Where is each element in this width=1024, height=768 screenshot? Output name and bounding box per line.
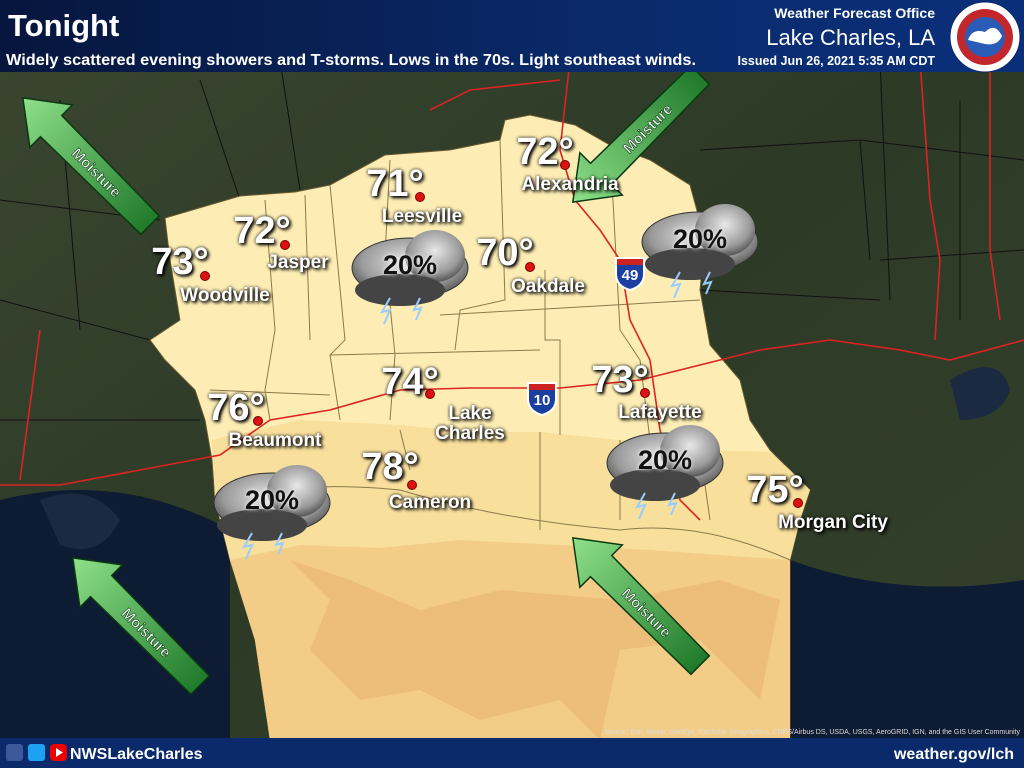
social-handle: NWSLakeCharles (70, 746, 203, 763)
storm-icon (351, 230, 469, 325)
city-temperature: 72° (516, 131, 574, 173)
lightning (241, 532, 285, 560)
header-band (0, 0, 1024, 72)
storm-icon (641, 204, 759, 299)
arrow-shape (71, 556, 211, 696)
city-dot (253, 416, 263, 426)
city-temperature: 73° (591, 359, 649, 401)
shield-top (529, 384, 555, 390)
dark-cloud (355, 274, 445, 306)
cloud (405, 230, 465, 282)
cloud (695, 204, 755, 256)
city-name: Leesville (381, 206, 463, 227)
lightning (634, 492, 678, 520)
city-dot (560, 160, 570, 170)
city-name: Lake Charles (435, 403, 505, 444)
rain-chance: 20% (672, 224, 728, 254)
city-name: Woodville (180, 285, 270, 306)
highway-number: 10 (534, 392, 551, 409)
city-dot (425, 389, 435, 399)
bay (40, 493, 120, 550)
city-dot (525, 262, 535, 272)
city-name: Beaumont (228, 430, 322, 451)
lake (950, 367, 1010, 420)
cloud (267, 465, 327, 517)
shield-top (617, 259, 643, 265)
county-lines (0, 59, 1024, 421)
storm-icon (606, 425, 724, 520)
title: Tonight (8, 8, 119, 43)
city-temperature: 71° (366, 163, 424, 205)
issued-time: Issued Jun 26, 2021 5:35 AM CDT (737, 54, 935, 68)
city-name: Alexandria (521, 174, 619, 195)
youtube-play (56, 748, 63, 757)
cloud (660, 425, 720, 477)
lightning (379, 297, 423, 325)
highway-number: 49 (622, 267, 639, 284)
highway-shield (615, 257, 645, 292)
rain-chance: 20% (382, 250, 438, 280)
attribution: Source: Esri, Maxar, GeoEye, Earthstar G… (605, 729, 1021, 736)
footer-band (0, 738, 1024, 768)
city-name: Morgan City (778, 512, 888, 533)
city-temperature: 76° (207, 387, 265, 429)
city-name: Jasper (267, 252, 329, 273)
website: weather.gov/lch (893, 746, 1014, 763)
storm-icon (213, 465, 331, 560)
twitter-icon (28, 744, 45, 761)
facebook-icon (6, 744, 23, 761)
logo-cloud (968, 27, 1002, 45)
city-dot (415, 192, 425, 202)
rain-chance: 20% (637, 445, 693, 475)
city-name: Oakdale (511, 276, 585, 297)
lightning (669, 271, 713, 299)
arrow-shape (571, 64, 711, 204)
dark-cloud (645, 248, 735, 280)
highway-shield (527, 382, 557, 417)
office-label: Weather Forecast Office (774, 5, 935, 21)
rain-chance: 20% (244, 485, 300, 515)
office-name: Lake Charles, LA (766, 25, 935, 50)
city-dot (200, 271, 210, 281)
city-dot (407, 480, 417, 490)
city-temperature: 72° (233, 210, 291, 252)
arrow-shape (571, 536, 711, 676)
gulf-water (790, 560, 1024, 740)
city-dot (640, 388, 650, 398)
dark-cloud (610, 469, 700, 501)
city-temperature: 78° (361, 446, 419, 488)
city-temperature: 74° (381, 361, 439, 403)
city-temperature: 73° (151, 241, 209, 283)
city-dot (793, 498, 803, 508)
subtitle: Widely scattered evening showers and T-s… (6, 52, 696, 69)
city-temperature: 75° (746, 469, 804, 511)
city-name: Cameron (388, 492, 472, 513)
dark-cloud (217, 509, 307, 541)
arrow-shape (21, 96, 161, 236)
city-dot (280, 240, 290, 250)
city-name: Lafayette (618, 402, 702, 423)
city-temperature: 70° (476, 232, 534, 274)
